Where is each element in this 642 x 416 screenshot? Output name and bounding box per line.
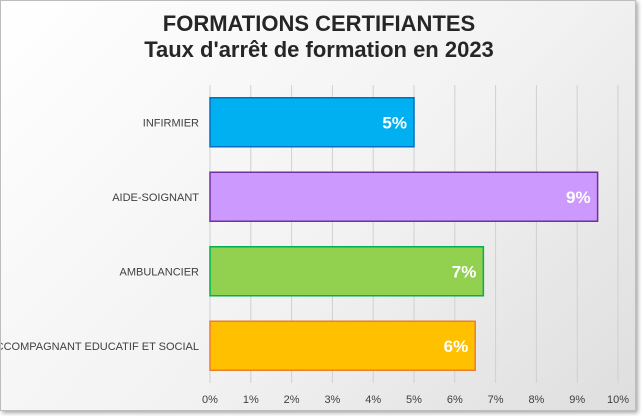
bar <box>209 320 476 371</box>
x-axis-tick-labels: 0% 1% 2% 3% 4% 5% 6% 7% 8% 9% 10% <box>202 394 629 406</box>
bar <box>209 97 415 148</box>
data-label: 5% <box>382 113 407 132</box>
x-tick-label: 9% <box>569 394 585 406</box>
x-tick-label: 6% <box>447 394 463 406</box>
x-tick-label: 3% <box>324 394 340 406</box>
chart-title: FORMATIONS CERTIFIANTES <box>162 11 476 36</box>
value-labels: 5% 9% 7% 6% <box>382 113 590 356</box>
chart-card: FORMATIONS CERTIFIANTES Taux d'arrêt de … <box>0 0 636 411</box>
bar <box>209 171 599 222</box>
category-label: AMBULANCIER <box>120 266 200 278</box>
x-tick-label: 7% <box>488 394 504 406</box>
x-tick-label: 1% <box>243 394 259 406</box>
category-label: ACCOMPAGNANT EDUCATIF ET SOCIAL <box>1 341 199 353</box>
category-labels: INFIRMIER AIDE-SOIGNANT AMBULANCIER ACCOMPA… <box>1 117 199 353</box>
x-tick-label: 10% <box>607 394 629 406</box>
data-label: 6% <box>444 337 469 356</box>
x-tick-label: 8% <box>528 394 544 406</box>
bar-chart: INFIRMIER AIDE-SOIGNANT AMBULANCIER ACCOMPA… <box>1 85 629 406</box>
x-tick-label: 4% <box>365 394 381 406</box>
category-label: INFIRMIER <box>143 117 199 129</box>
data-label: 7% <box>452 262 477 281</box>
x-tick-label: 2% <box>284 394 300 406</box>
x-tick-label: 5% <box>406 394 422 406</box>
chart-subtitle: Taux d'arrêt de formation en 2023 <box>144 37 494 62</box>
data-label: 9% <box>566 188 591 207</box>
bar <box>209 246 485 297</box>
bars <box>209 97 599 371</box>
x-tick-label: 0% <box>202 394 218 406</box>
category-label: AIDE-SOIGNANT <box>112 192 199 204</box>
